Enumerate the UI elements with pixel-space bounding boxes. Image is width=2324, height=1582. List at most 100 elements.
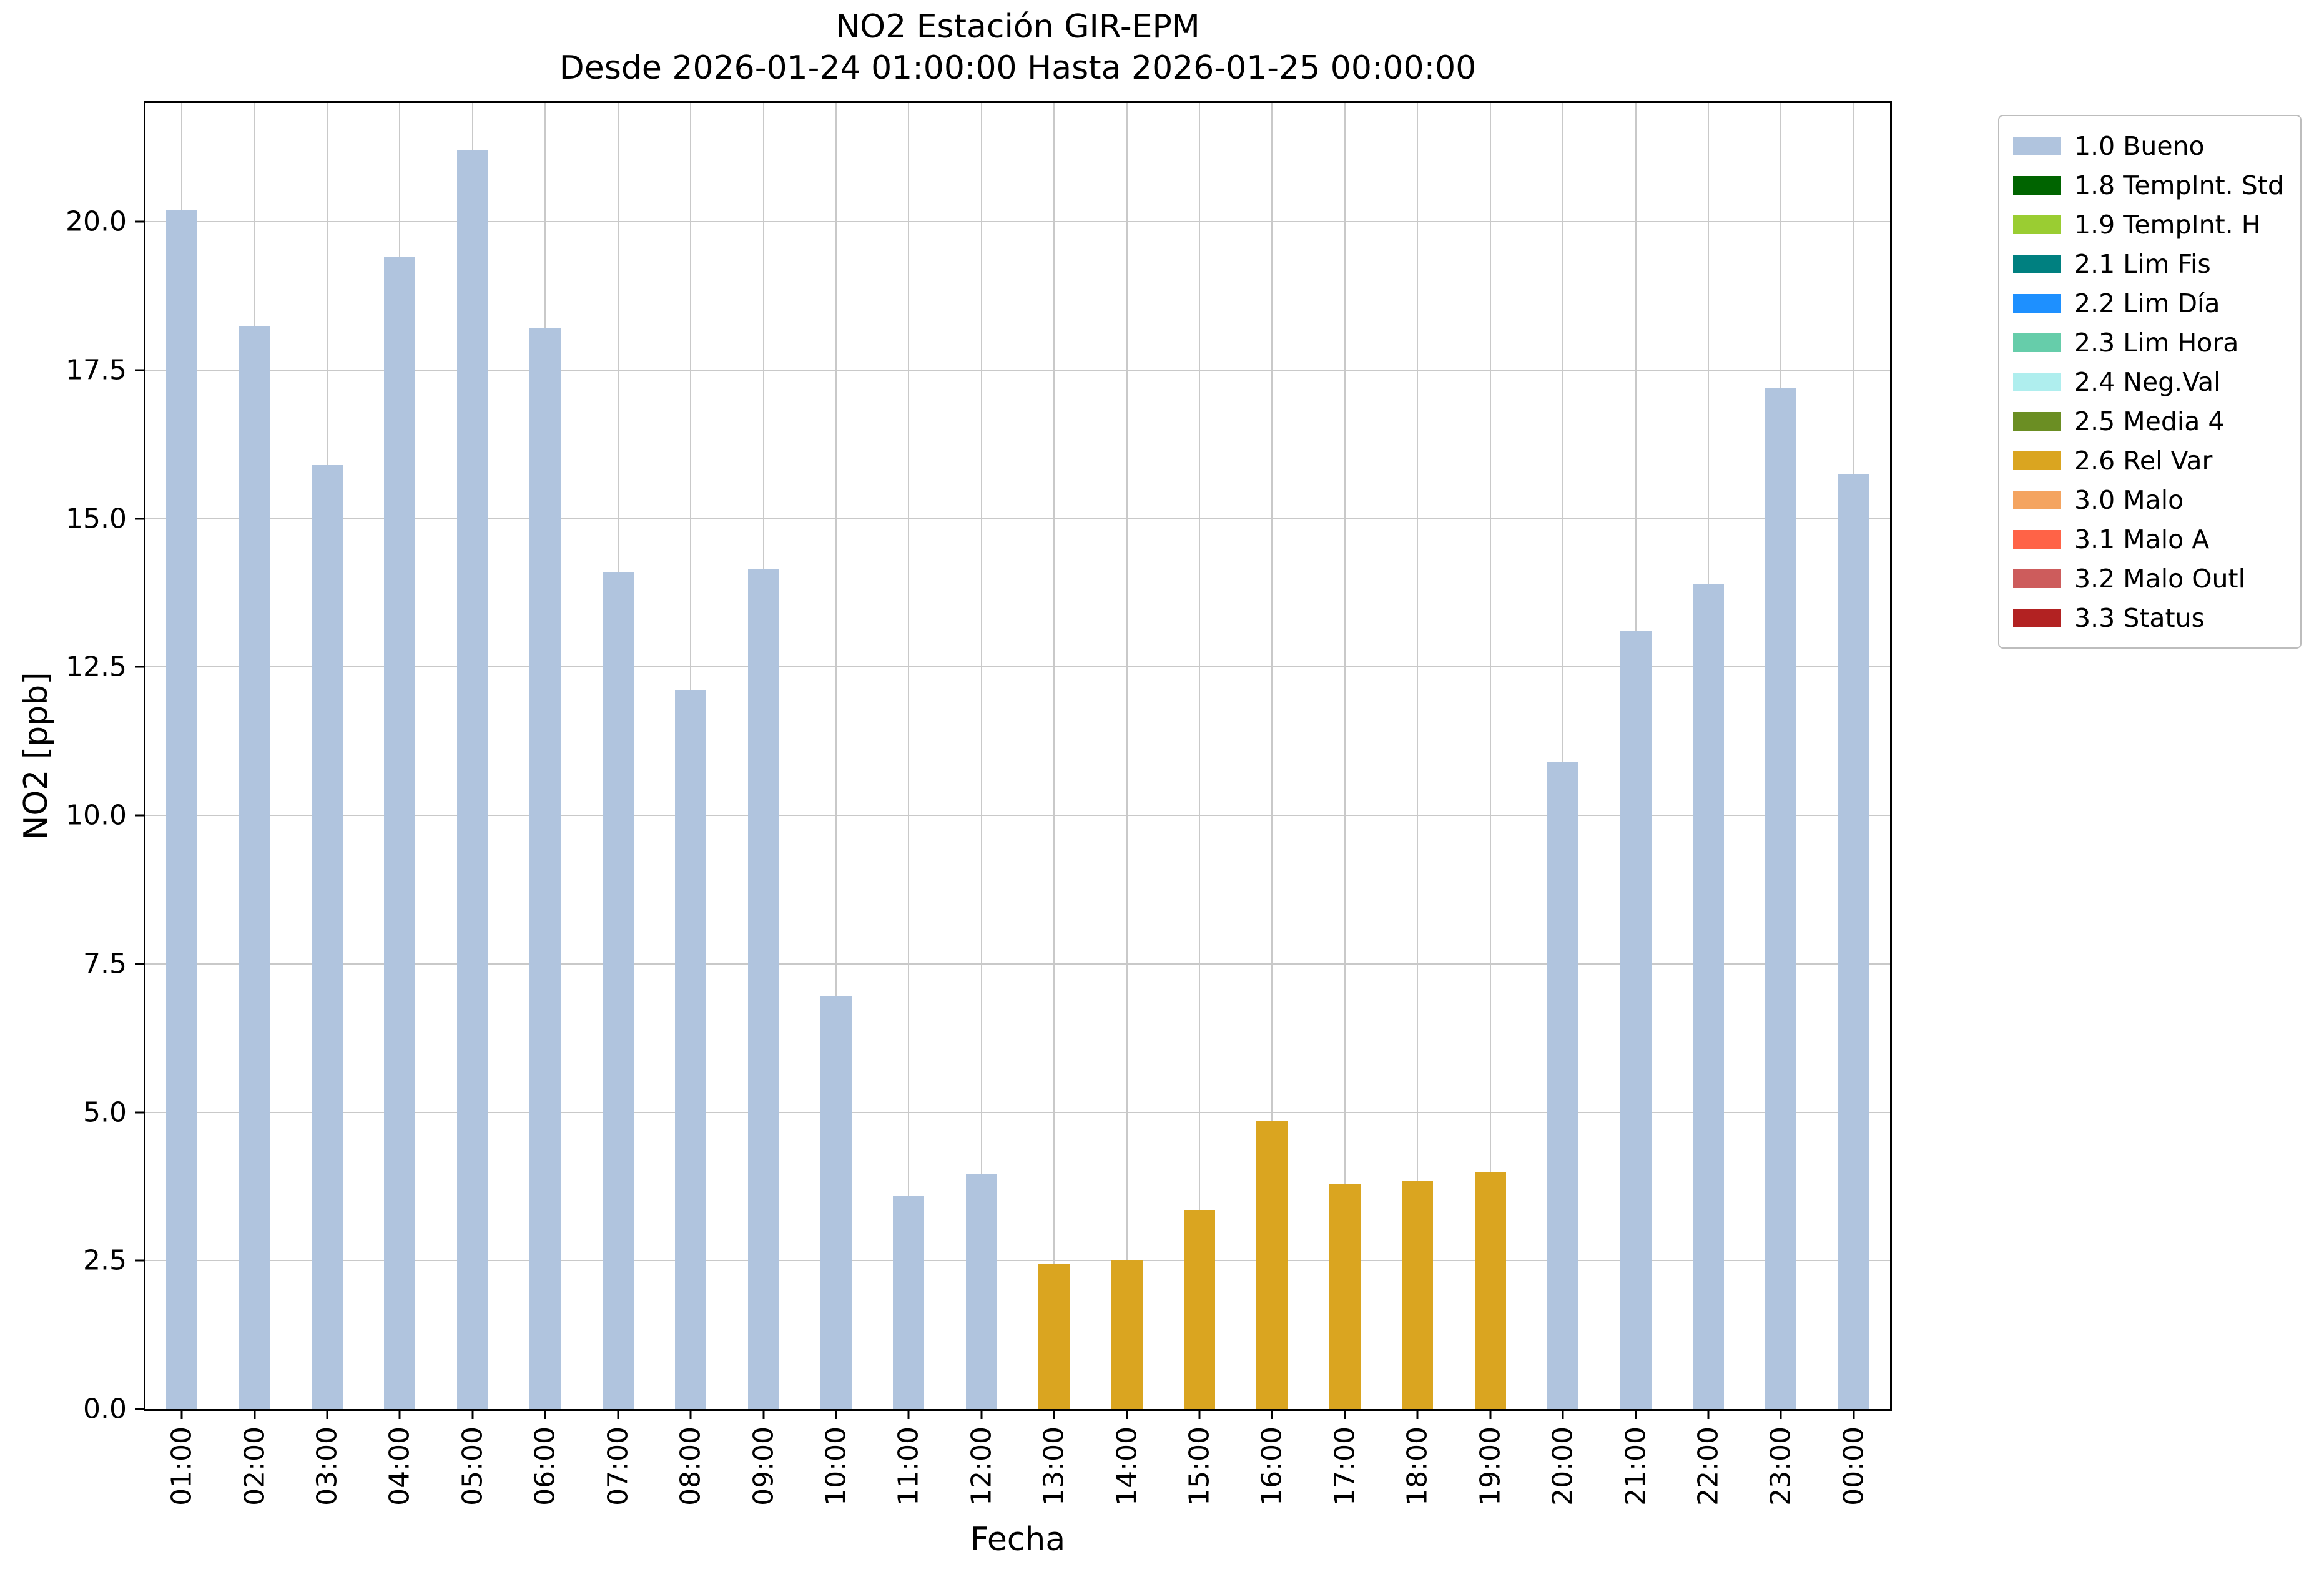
- x-gridline: [1126, 103, 1128, 1409]
- bar-03:00: [312, 465, 343, 1409]
- bar-21:00: [1620, 631, 1652, 1409]
- legend-swatch: [2013, 608, 2061, 627]
- x-tick-mark: [1416, 1409, 1419, 1419]
- y-tick-label: 0.0: [83, 1393, 127, 1425]
- y-gridline: [145, 815, 1890, 817]
- bar-00:00: [1838, 474, 1869, 1409]
- x-tick-label: 09:00: [747, 1427, 780, 1506]
- x-tick-mark: [1198, 1409, 1201, 1419]
- bar-16:00: [1256, 1121, 1288, 1409]
- x-tick-mark: [326, 1409, 328, 1419]
- legend-item: 2.6 Rel Var: [2013, 441, 2287, 480]
- y-tick-label: 10.0: [66, 799, 127, 832]
- legend-label: 2.2 Lim Día: [2074, 288, 2220, 318]
- legend-item: 1.0 Bueno: [2013, 126, 2287, 165]
- bar-01:00: [166, 210, 198, 1409]
- x-tick-label: 01:00: [165, 1427, 198, 1506]
- y-tick-mark: [135, 814, 145, 817]
- x-gridline: [1053, 103, 1055, 1409]
- legend-label: 1.8 TempInt. Std: [2074, 170, 2284, 200]
- legend-item: 1.9 TempInt. H: [2013, 205, 2287, 244]
- x-tick-mark: [689, 1409, 692, 1419]
- x-tick-mark: [907, 1409, 910, 1419]
- bar-10:00: [820, 996, 852, 1409]
- legend-swatch: [2013, 372, 2061, 391]
- legend-swatch: [2013, 293, 2061, 313]
- y-gridline: [145, 369, 1890, 371]
- x-tick-mark: [398, 1409, 401, 1419]
- y-tick-label: 2.5: [83, 1244, 127, 1277]
- x-gridline: [1489, 103, 1491, 1409]
- x-tick-label: 06:00: [529, 1427, 561, 1506]
- legend-label: 3.2 Malo Outl: [2074, 563, 2245, 594]
- y-tick-label: 5.0: [83, 1096, 127, 1129]
- x-tick-mark: [1853, 1409, 1855, 1419]
- bar-02:00: [239, 325, 270, 1409]
- x-gridline: [1271, 103, 1273, 1409]
- x-tick-label: 16:00: [1256, 1427, 1288, 1506]
- x-tick-mark: [617, 1409, 619, 1419]
- legend-item: 2.2 Lim Día: [2013, 283, 2287, 323]
- legend-swatch: [2013, 411, 2061, 431]
- x-gridline: [1562, 103, 1564, 1409]
- y-tick-mark: [135, 369, 145, 371]
- bar-23:00: [1765, 388, 1797, 1409]
- x-tick-mark: [1635, 1409, 1637, 1419]
- x-tick-mark: [1126, 1409, 1128, 1419]
- legend-item: 2.5 Media 4: [2013, 401, 2287, 441]
- x-tick-mark: [1053, 1409, 1055, 1419]
- bar-12:00: [965, 1174, 997, 1409]
- bar-18:00: [1402, 1180, 1434, 1409]
- x-tick-mark: [544, 1409, 546, 1419]
- x-tick-mark: [1489, 1409, 1492, 1419]
- legend-item: 3.2 Malo Outl: [2013, 559, 2287, 598]
- y-axis-label: NO2 [ppb]: [17, 672, 55, 840]
- legend-swatch: [2013, 136, 2061, 155]
- legend-item: 3.3 Status: [2013, 598, 2287, 637]
- x-tick-mark: [1344, 1409, 1346, 1419]
- x-tick-label: 10:00: [820, 1427, 852, 1506]
- legend-label: 2.6 Rel Var: [2074, 445, 2213, 476]
- x-tick-mark: [471, 1409, 474, 1419]
- x-tick-label: 11:00: [892, 1427, 925, 1506]
- x-tick-mark: [835, 1409, 837, 1419]
- legend-label: 3.0 Malo: [2074, 484, 2184, 515]
- y-gridline: [145, 666, 1890, 668]
- x-gridline: [980, 103, 982, 1409]
- legend-item: 1.8 TempInt. Std: [2013, 165, 2287, 205]
- y-gridline: [145, 1260, 1890, 1262]
- x-gridline: [1417, 103, 1419, 1409]
- bar-17:00: [1329, 1183, 1361, 1409]
- x-tick-mark: [1780, 1409, 1782, 1419]
- x-tick-label: 04:00: [383, 1427, 416, 1506]
- x-axis-label: Fecha: [970, 1521, 1066, 1558]
- y-tick-mark: [135, 666, 145, 668]
- legend-swatch: [2013, 175, 2061, 195]
- bar-22:00: [1692, 584, 1724, 1409]
- y-gridline: [145, 518, 1890, 519]
- legend-item: 2.3 Lim Hora: [2013, 323, 2287, 362]
- x-gridline: [1344, 103, 1346, 1409]
- x-tick-label: 03:00: [311, 1427, 343, 1506]
- x-tick-label: 02:00: [239, 1427, 271, 1506]
- x-tick-label: 23:00: [1765, 1427, 1797, 1506]
- x-tick-label: 18:00: [1401, 1427, 1434, 1506]
- x-tick-label: 00:00: [1838, 1427, 1870, 1506]
- y-tick-mark: [135, 518, 145, 520]
- bar-06:00: [529, 328, 561, 1409]
- legend-item: 2.4 Neg.Val: [2013, 362, 2287, 401]
- legend-label: 1.0 Bueno: [2074, 130, 2205, 161]
- bar-09:00: [747, 569, 779, 1409]
- bar-05:00: [456, 150, 488, 1409]
- x-tick-label: 19:00: [1474, 1427, 1507, 1506]
- legend-item: 3.1 Malo A: [2013, 519, 2287, 559]
- y-tick-mark: [135, 1111, 145, 1114]
- x-gridline: [908, 103, 910, 1409]
- plot-area: 0.0 2.5 5.0 7.5 10.0 12.5 15.0 17.5 20.0 01:00 02:…: [66, 101, 1892, 1506]
- x-tick-mark: [980, 1409, 983, 1419]
- y-tick-label: 7.5: [83, 948, 127, 980]
- bar-07:00: [602, 572, 634, 1409]
- legend-label: 1.9 TempInt. H: [2074, 209, 2261, 240]
- x-tick-mark: [1562, 1409, 1564, 1419]
